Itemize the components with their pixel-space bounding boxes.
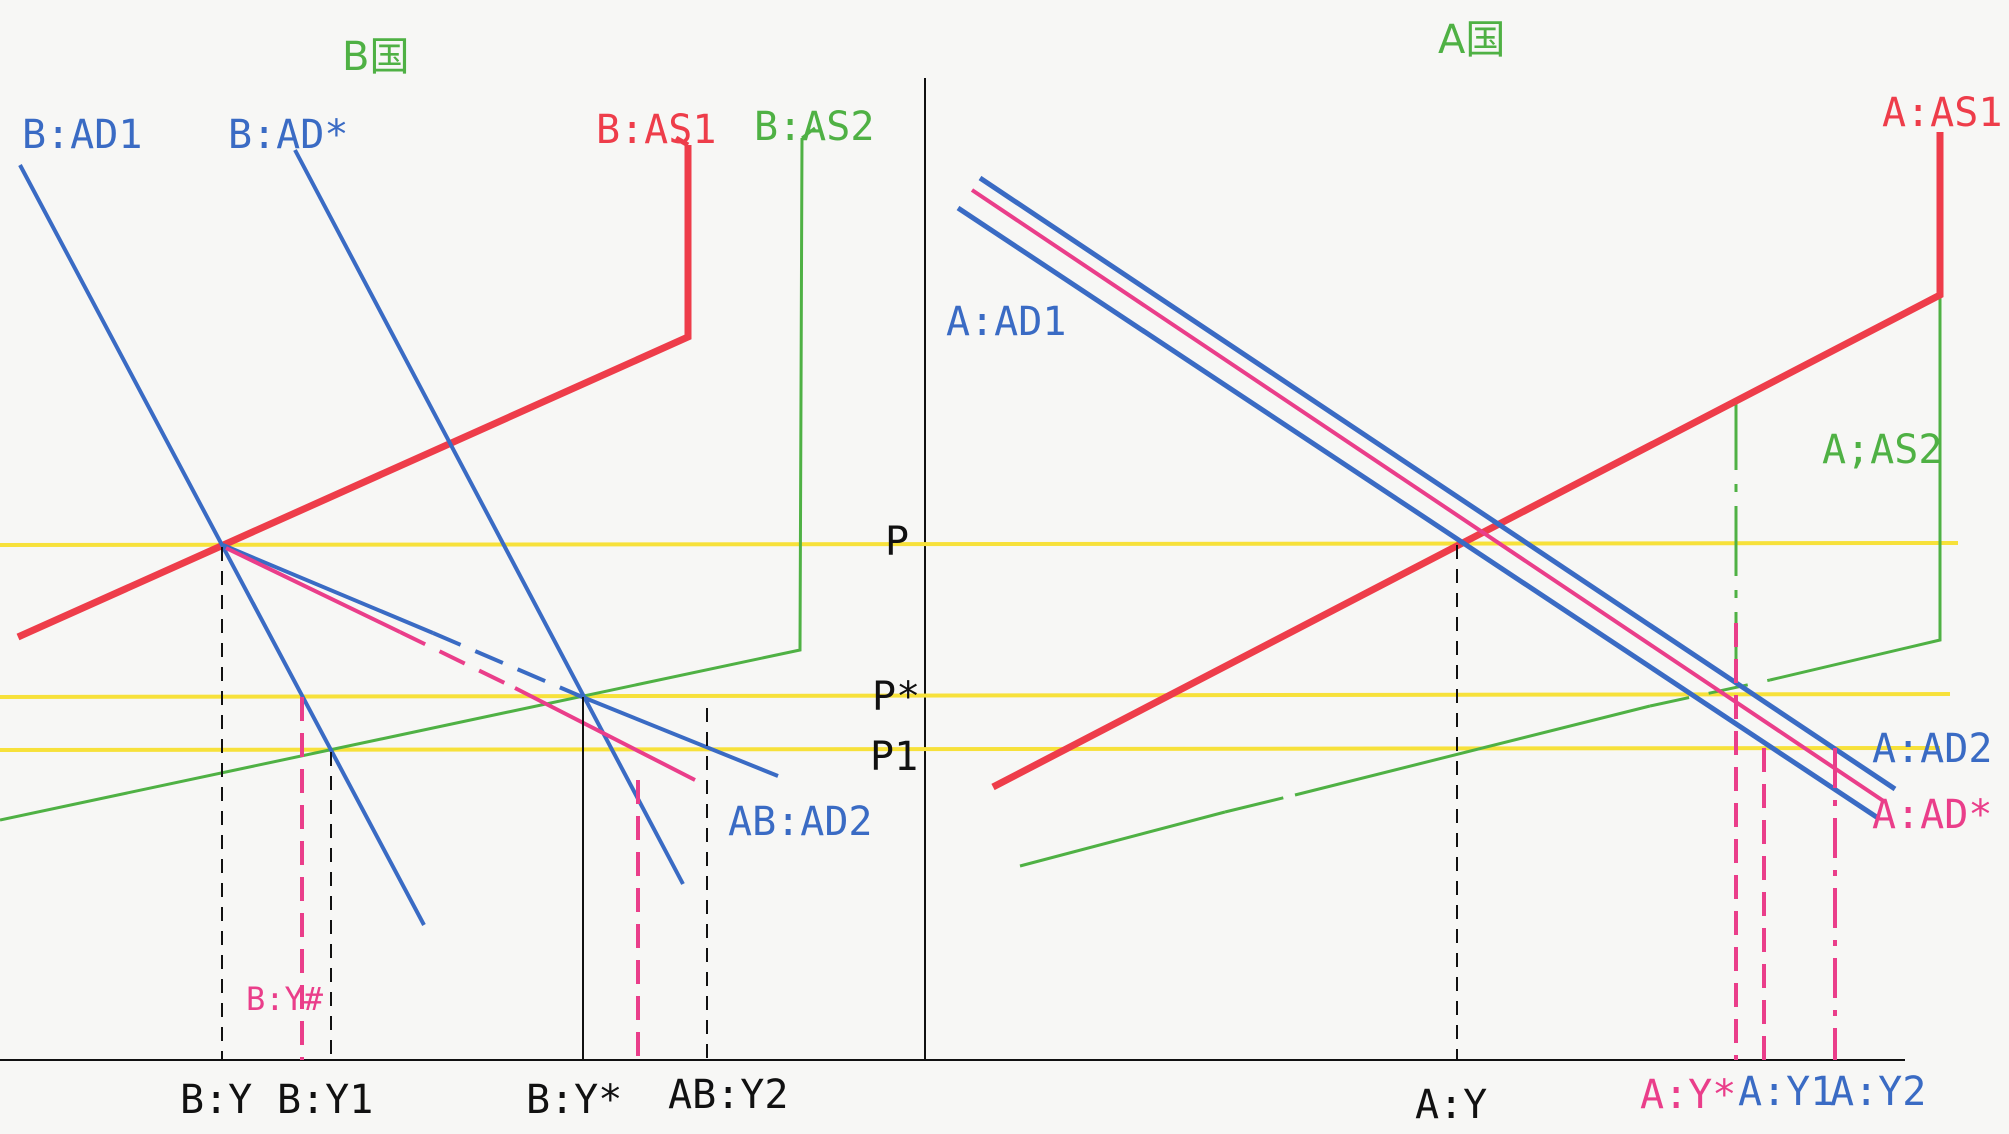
- label-a-ad2: A:AD2: [1872, 726, 1992, 772]
- label-a-as1: A:AS1: [1882, 90, 2002, 136]
- b-as1-tick: [674, 135, 690, 148]
- b-pink-curve-dashed: [399, 630, 516, 690]
- label-price-p: P: [885, 519, 909, 565]
- label-b-as2: B:AS2: [754, 104, 874, 150]
- b-as1-curve: [16, 145, 692, 641]
- title-country-b: B国: [342, 34, 409, 80]
- price-line-p: [0, 541, 1959, 547]
- b-ad-star-curve: [293, 149, 685, 885]
- label-ab-y2: AB:Y2: [668, 1072, 788, 1118]
- label-a-y1: A:Y1: [1738, 1069, 1834, 1115]
- a-as2-curve-mid: [1224, 793, 1296, 814]
- label-b-y: B:Y: [180, 1077, 252, 1123]
- label-b-ad1: B:AD1: [22, 112, 142, 158]
- price-line-p1: [0, 746, 1941, 752]
- label-price-p-star: P*: [872, 674, 920, 720]
- label-a-ad1: A:AD1: [946, 299, 1066, 345]
- label-b-ad-star: B:AD*: [228, 112, 348, 158]
- b-pink-curve-right: [514, 686, 696, 782]
- a-as1-curve: [991, 132, 1944, 791]
- label-a-y-star: A:Y*: [1640, 1072, 1736, 1118]
- label-a-ad-star: A:AD*: [1872, 792, 1992, 838]
- a-ad1-curve: [956, 205, 1880, 821]
- a-as2-curve-low: [1019, 810, 1226, 868]
- title-country-a: A国: [1438, 17, 1505, 63]
- label-b-y-hash: B:Y#: [246, 980, 324, 1018]
- b-ad1-curve: [18, 164, 426, 926]
- a-ad-star-curve: [970, 188, 1887, 804]
- b-as2-curve: [0, 137, 804, 822]
- label-a-y2: A:Y2: [1830, 1069, 1926, 1115]
- a-as2-curve-top: [1769, 295, 1942, 682]
- label-a-as2: A;AS2: [1822, 427, 1942, 473]
- label-a-y: A:Y: [1415, 1082, 1487, 1128]
- label-price-p1: P1: [870, 734, 918, 780]
- ab-ad2-curve-right: [579, 694, 779, 778]
- label-b-y1: B:Y1: [277, 1077, 373, 1123]
- label-b-as1: B:AS1: [596, 107, 716, 153]
- label-ab-ad2: AB:AD2: [728, 799, 873, 845]
- b-pink-curve-left: [225, 546, 401, 634]
- ab-ad2-curve-left: [222, 543, 434, 635]
- label-b-y-star: B:Y*: [526, 1077, 622, 1123]
- a-ad2-curve: [978, 175, 1897, 792]
- a-as2-curve-seg: [1294, 704, 1651, 797]
- a-as2-curve-gap: [1649, 678, 1771, 708]
- ab-ad2-curve-dashed: [432, 631, 581, 698]
- price-line-p-star: [0, 692, 1951, 699]
- b-as2-tick: [801, 126, 816, 140]
